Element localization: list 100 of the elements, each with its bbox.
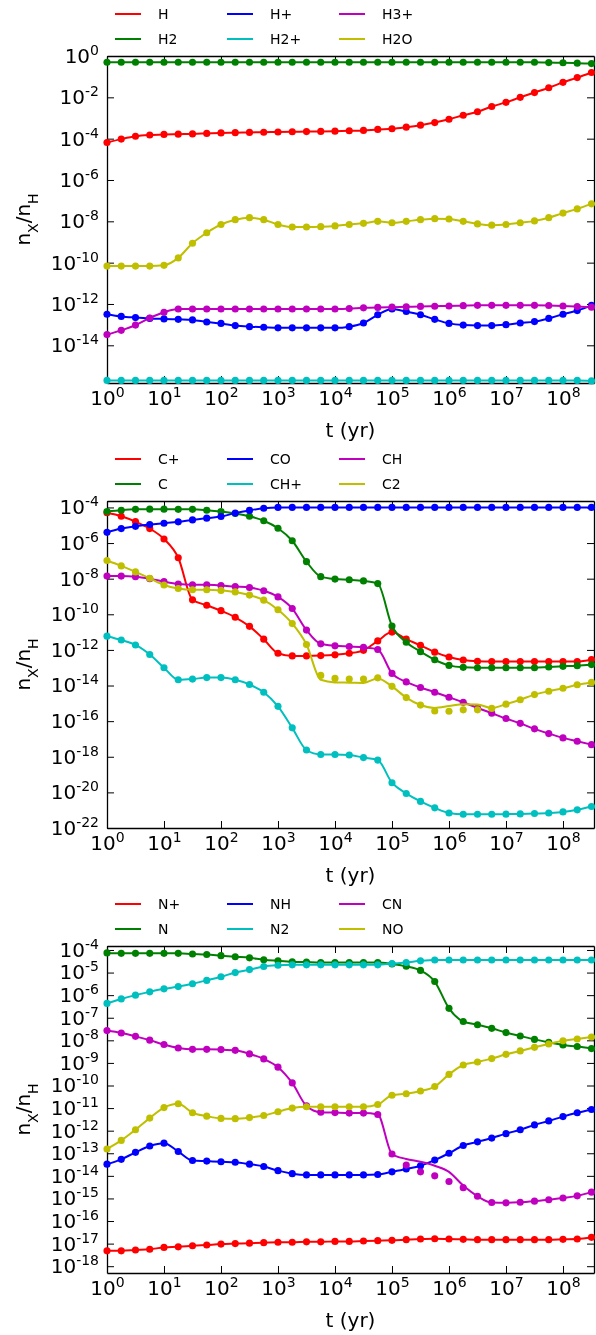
point: [231, 305, 239, 313]
point: [103, 262, 111, 270]
point: [359, 1171, 368, 1179]
point: [416, 58, 425, 66]
point: [160, 505, 168, 513]
point: [545, 1117, 553, 1125]
point: [146, 505, 154, 513]
point: [545, 663, 553, 671]
point: [416, 797, 425, 805]
point: [245, 305, 254, 313]
point: [388, 376, 396, 384]
point: [131, 522, 140, 530]
point: [260, 1239, 268, 1247]
point: [103, 1160, 111, 1168]
point: [188, 305, 197, 313]
point: [445, 1235, 453, 1243]
point: [302, 1238, 311, 1246]
point: [573, 1235, 581, 1243]
point: [146, 1245, 154, 1253]
point: [331, 1103, 339, 1111]
point: [245, 58, 254, 66]
point: [488, 1024, 496, 1032]
point: [274, 702, 282, 710]
x-axis-title: t (yr): [325, 863, 376, 887]
point: [117, 58, 125, 66]
point: [573, 1035, 581, 1043]
point: [388, 1236, 396, 1244]
point: [117, 1136, 125, 1144]
point: [359, 1237, 368, 1245]
point: [117, 506, 125, 514]
point: [473, 503, 482, 511]
point: [530, 664, 539, 672]
point: [459, 1017, 467, 1026]
point: [516, 376, 524, 384]
y-tick-label: 10$^{-8}$: [59, 207, 99, 234]
point: [545, 503, 553, 511]
point: [374, 1237, 382, 1245]
point: [260, 128, 268, 136]
point: [388, 779, 396, 787]
point: [359, 126, 368, 134]
point: [146, 520, 154, 529]
point: [260, 956, 268, 964]
point: [103, 572, 111, 580]
point: [416, 1235, 425, 1243]
point: [388, 669, 396, 677]
point: [345, 58, 353, 66]
point: [459, 217, 467, 225]
point: [317, 58, 325, 66]
point: [188, 1242, 197, 1250]
point: [402, 1161, 410, 1169]
point: [131, 949, 140, 957]
point: [359, 675, 368, 683]
point: [288, 128, 296, 136]
point: [317, 652, 325, 660]
point: [117, 376, 125, 384]
point: [160, 308, 168, 316]
point: [359, 1109, 368, 1117]
point: [488, 503, 496, 511]
point: [288, 605, 296, 613]
point: [502, 321, 510, 329]
point: [473, 1138, 482, 1146]
point: [359, 754, 368, 762]
point: [146, 1036, 154, 1044]
point: [174, 983, 182, 991]
point: [245, 323, 254, 331]
point: [288, 537, 296, 545]
point: [160, 1040, 168, 1049]
point: [117, 512, 125, 520]
legend-label: CN: [382, 896, 403, 912]
point: [416, 683, 425, 692]
point: [402, 789, 410, 798]
point: [317, 376, 325, 384]
point: [317, 750, 325, 758]
point: [359, 376, 368, 384]
point: [545, 301, 553, 310]
point: [345, 1237, 353, 1245]
point: [473, 1021, 482, 1029]
point: [388, 1168, 396, 1176]
point: [217, 129, 225, 137]
point: [160, 1104, 168, 1112]
point: [559, 1235, 567, 1243]
point: [274, 503, 282, 511]
point: [559, 956, 567, 964]
point: [245, 1114, 254, 1122]
point: [459, 1235, 467, 1243]
point: [431, 688, 439, 696]
point: [488, 301, 496, 309]
point: [117, 312, 125, 320]
x-tick-label: 10$^{7}$: [489, 384, 524, 411]
point: [459, 810, 467, 818]
point: [203, 1045, 211, 1053]
point: [530, 1197, 539, 1205]
point: [402, 1090, 410, 1098]
legend-label: H2+: [270, 31, 302, 47]
point: [345, 127, 353, 135]
point: [587, 956, 596, 964]
x-tick-label: 10$^{1}$: [147, 829, 182, 856]
point: [445, 302, 453, 310]
point: [431, 656, 439, 664]
point: [188, 239, 197, 247]
